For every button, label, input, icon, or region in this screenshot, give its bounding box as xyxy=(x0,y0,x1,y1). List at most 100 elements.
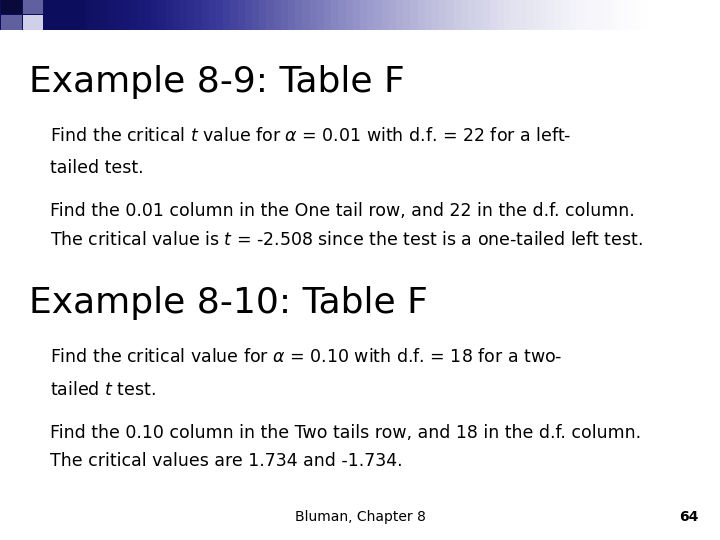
Bar xyxy=(634,0,642,30)
Bar xyxy=(432,0,440,30)
Bar xyxy=(518,0,526,30)
Bar xyxy=(389,0,397,30)
Bar xyxy=(569,0,577,30)
Bar xyxy=(533,0,541,30)
Bar xyxy=(310,0,318,30)
Bar xyxy=(151,0,159,30)
Bar xyxy=(281,0,289,30)
Bar xyxy=(295,0,303,30)
Bar xyxy=(72,0,80,30)
Bar xyxy=(439,0,447,30)
Bar xyxy=(274,0,282,30)
Bar xyxy=(50,0,58,30)
Bar xyxy=(338,0,346,30)
Bar xyxy=(22,0,30,30)
Bar xyxy=(562,0,570,30)
Bar xyxy=(367,0,375,30)
Bar xyxy=(86,0,94,30)
Bar xyxy=(79,0,87,30)
Text: Find the 0.01 column in the One tail row, and 22 in the d.f. column.: Find the 0.01 column in the One tail row… xyxy=(50,202,635,220)
Bar xyxy=(252,0,260,30)
Bar xyxy=(230,0,238,30)
Bar xyxy=(23,0,43,14)
Bar xyxy=(245,0,253,30)
Bar xyxy=(0,0,8,30)
Bar xyxy=(583,0,591,30)
Bar xyxy=(144,0,152,30)
Bar xyxy=(1,15,22,30)
Bar xyxy=(173,0,181,30)
Bar xyxy=(353,0,361,30)
Text: Example 8-10: Table F: Example 8-10: Table F xyxy=(29,286,428,320)
Text: tailed test.: tailed test. xyxy=(50,159,144,177)
Bar xyxy=(166,0,174,30)
Bar xyxy=(641,0,649,30)
Text: Example 8-9: Table F: Example 8-9: Table F xyxy=(29,65,405,99)
Bar xyxy=(115,0,123,30)
Bar xyxy=(65,0,73,30)
Bar xyxy=(598,0,606,30)
Bar xyxy=(446,0,454,30)
Bar xyxy=(497,0,505,30)
Bar xyxy=(331,0,339,30)
Text: tailed $t$ test.: tailed $t$ test. xyxy=(50,381,156,399)
Bar xyxy=(23,15,43,30)
Bar xyxy=(130,0,138,30)
Bar xyxy=(612,0,620,30)
Bar xyxy=(194,0,202,30)
Bar xyxy=(7,0,15,30)
Bar xyxy=(468,0,476,30)
Bar xyxy=(302,0,310,30)
Bar xyxy=(619,0,627,30)
Bar xyxy=(223,0,231,30)
Bar xyxy=(475,0,483,30)
Bar xyxy=(425,0,433,30)
Bar xyxy=(202,0,210,30)
Bar xyxy=(554,0,562,30)
Bar xyxy=(418,0,426,30)
Text: Find the critical $t$ value for $\alpha$ = 0.01 with d.f. = 22 for a left-: Find the critical $t$ value for $\alpha$… xyxy=(50,127,572,145)
Bar xyxy=(403,0,411,30)
Bar xyxy=(187,0,195,30)
Bar xyxy=(94,0,102,30)
Bar xyxy=(605,0,613,30)
Text: 64: 64 xyxy=(679,510,698,524)
Bar xyxy=(137,0,145,30)
Bar xyxy=(209,0,217,30)
Bar xyxy=(410,0,418,30)
Bar xyxy=(259,0,267,30)
Bar xyxy=(324,0,332,30)
Bar xyxy=(504,0,512,30)
Bar xyxy=(58,0,66,30)
Text: Bluman, Chapter 8: Bluman, Chapter 8 xyxy=(294,510,426,524)
Bar xyxy=(317,0,325,30)
Bar xyxy=(36,0,44,30)
Text: Find the critical value for $\alpha$ = 0.10 with d.f. = 18 for a two-: Find the critical value for $\alpha$ = 0… xyxy=(50,348,563,366)
Text: Find the 0.10 column in the Two tails row, and 18 in the d.f. column.: Find the 0.10 column in the Two tails ro… xyxy=(50,424,642,442)
Bar xyxy=(288,0,296,30)
Bar xyxy=(216,0,224,30)
Bar xyxy=(547,0,555,30)
Bar xyxy=(180,0,188,30)
Bar xyxy=(374,0,382,30)
Bar xyxy=(576,0,584,30)
Bar xyxy=(382,0,390,30)
Bar xyxy=(482,0,490,30)
Bar xyxy=(540,0,548,30)
Bar xyxy=(396,0,404,30)
Bar xyxy=(511,0,519,30)
Bar xyxy=(346,0,354,30)
Bar xyxy=(14,0,22,30)
Bar xyxy=(158,0,166,30)
Bar xyxy=(590,0,598,30)
Bar xyxy=(490,0,498,30)
Bar xyxy=(360,0,368,30)
Bar xyxy=(454,0,462,30)
Bar xyxy=(626,0,634,30)
Bar xyxy=(101,0,109,30)
Bar xyxy=(266,0,274,30)
Bar xyxy=(238,0,246,30)
Bar xyxy=(526,0,534,30)
Bar xyxy=(43,0,51,30)
Bar xyxy=(29,0,37,30)
